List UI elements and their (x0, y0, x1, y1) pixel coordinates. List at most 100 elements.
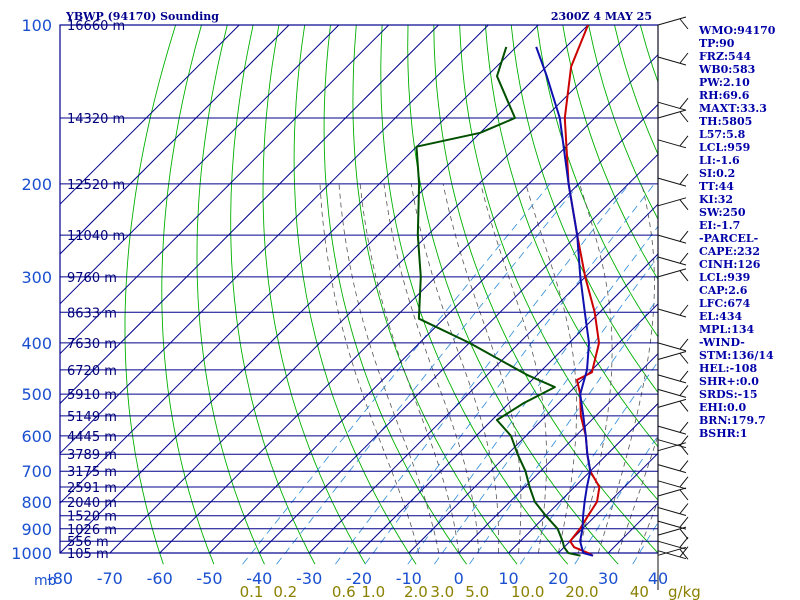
wind-barb (657, 421, 689, 435)
mixing-ratio-label: 3.0 (430, 583, 454, 600)
isotherm-line (408, 303, 658, 554)
wind-barb (657, 304, 689, 318)
stat-line: CINH:126 (699, 258, 761, 271)
wind-barb (657, 460, 689, 474)
wind-barb (657, 516, 689, 530)
wind-barb (657, 487, 689, 501)
wind-barb (657, 385, 689, 398)
temperature-tick-label: -50 (196, 569, 222, 588)
mixing-ratio-label: 10.0 (511, 583, 544, 600)
dry-adiabat-line (230, 25, 316, 565)
pressure-tick-label: 900 (21, 520, 52, 539)
stat-line: MPL:134 (699, 323, 755, 336)
stat-line: CAP:2.6 (699, 284, 748, 297)
stat-line: TT:44 (699, 180, 734, 193)
dry-adiabat-line (484, 25, 658, 448)
pressure-tick-label: 1000 (11, 544, 52, 563)
isotherm-line (109, 25, 639, 554)
height-label: 12520 m (67, 178, 125, 193)
mixing-ratio-line (335, 183, 630, 565)
isotherm-line (159, 53, 658, 554)
temperature-tick-label: 20 (548, 569, 568, 588)
pressure-tick-label: 500 (21, 385, 52, 404)
pressure-axis-label: mb (34, 573, 57, 589)
height-label: 9760 m (67, 271, 117, 286)
height-label: 8633 m (67, 306, 117, 321)
wind-barb (657, 442, 689, 456)
isotherm-line (508, 402, 658, 554)
pressure-tick-label: 700 (21, 462, 52, 481)
dry-adiabat-line (562, 25, 658, 281)
isotherm-line (308, 203, 658, 554)
wind-barb (657, 252, 689, 266)
mixing-ratio-label: 2.0 (404, 583, 428, 600)
temperature-tick-label: -60 (147, 569, 173, 588)
dry-adiabat-line (380, 25, 569, 565)
height-label: 2591 m (67, 481, 117, 496)
stat-line: BRN:179.7 (699, 414, 766, 427)
dry-adiabat-line (124, 25, 177, 565)
mixing-ratio-line (276, 183, 580, 565)
temperature-tick-label: -10 (396, 569, 422, 588)
stat-line: RH:69.6 (699, 89, 750, 102)
height-label: 556 m (67, 535, 109, 550)
stat-line: SHR+:0.0 (699, 375, 759, 388)
wind-barb (657, 546, 689, 560)
temperature-tick-label: -80 (47, 569, 73, 588)
isotherm-line (258, 153, 658, 554)
stat-line: EI:-1.7 (699, 219, 741, 232)
isotherm-line (60, 25, 340, 305)
mixing-ratio-label: 5.0 (465, 583, 489, 600)
temperature-tick-label: -30 (296, 569, 322, 588)
pressure-tick-label: 200 (21, 175, 52, 194)
height-label: 7630 m (67, 337, 117, 352)
isotherm-line (358, 253, 658, 554)
dry-adiabat-line (459, 25, 658, 501)
mixing-ratio-line (364, 183, 655, 565)
station-title: YBWP (94170) Sounding (65, 10, 219, 23)
stat-line: EL:434 (699, 310, 743, 323)
height-label: 1520 m (67, 510, 117, 525)
height-label: 1026 m (67, 523, 117, 538)
stat-line: MAXT:33.3 (699, 102, 767, 115)
mixing-ratio-label: 20.0 (565, 583, 598, 600)
wind-barb (657, 16, 689, 30)
wind-barb (657, 503, 689, 516)
stat-line: HEL:-108 (699, 362, 758, 375)
stat-line: BSHR:1 (699, 427, 748, 440)
stat-line: WMO:94170 (699, 24, 776, 37)
height-label: 5910 m (67, 388, 117, 403)
wind-barb (657, 268, 689, 282)
stat-line: KI:32 (699, 193, 734, 206)
mixing-ratio-line (407, 225, 658, 565)
stat-line: EHI:0.0 (699, 401, 747, 414)
parcel-series-line (535, 46, 594, 557)
mixing-ratio-line (242, 183, 551, 565)
isotherm-line (557, 452, 658, 554)
height-label: 11040 m (67, 229, 125, 244)
height-label: 6720 m (67, 364, 117, 379)
stat-line: STM:136/14 (699, 349, 774, 362)
isotherm-line (60, 25, 489, 455)
mixing-ratio-label: 0.6 (332, 583, 356, 600)
wind-barb (657, 197, 689, 211)
stat-line: -WIND- (699, 336, 745, 349)
isotherm-line (60, 25, 589, 554)
height-label: 3789 m (67, 448, 117, 463)
pressure-tick-label: 600 (21, 427, 52, 446)
stat-line: CAPE:232 (699, 245, 760, 258)
stat-line: SW:250 (699, 206, 746, 219)
height-label: 2040 m (67, 496, 117, 511)
stat-line: -PARCEL- (699, 232, 759, 245)
temperature-tick-label: 30 (598, 569, 618, 588)
wind-barb (657, 52, 689, 66)
stat-line: FRZ:544 (699, 50, 752, 63)
pressure-tick-label: 300 (21, 268, 52, 287)
mixing-ratio-label: 0.1 (240, 583, 264, 600)
stat-line: TH:5805 (699, 115, 753, 128)
isotherm-line (60, 25, 290, 255)
mixing-ratio-label: 0.2 (273, 583, 297, 600)
pressure-tick-label: 400 (21, 334, 52, 353)
dry-adiabat-line (536, 25, 658, 338)
